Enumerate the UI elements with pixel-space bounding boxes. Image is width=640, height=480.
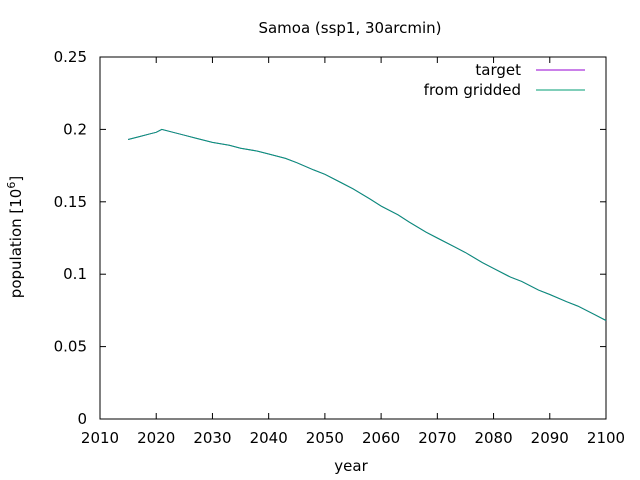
y-tick-label: 0.1 [63, 265, 87, 283]
series-line-1 [127, 128, 607, 321]
x-tick-label: 2060 [362, 429, 400, 447]
legend: target from gridded [424, 61, 585, 99]
x-tick-label: 2020 [137, 429, 175, 447]
series-line-0 [127, 128, 607, 321]
y-axis-label-close: ] [7, 176, 25, 182]
x-tick-label: 2050 [306, 429, 344, 447]
x-tick-label: 2100 [587, 429, 625, 447]
y-axis-label: population [106] [5, 176, 25, 298]
chart-title: Samoa (ssp1, 30arcmin) [258, 19, 441, 37]
x-tick-label: 2030 [193, 429, 231, 447]
y-axis-label-exponent: 6 [5, 182, 18, 189]
x-tick-label: 2040 [250, 429, 288, 447]
series-lines [127, 128, 607, 321]
y-axis-label-main: population [10 [7, 189, 25, 299]
x-tick-label: 2010 [81, 429, 119, 447]
x-tick-label: 2070 [418, 429, 456, 447]
plot-border [99, 56, 607, 420]
plot-frame [99, 56, 607, 420]
y-tick-label: 0 [77, 410, 87, 428]
y-tick-label: 0.05 [54, 338, 87, 356]
x-axis-label: year [334, 457, 368, 475]
y-tick-label: 0.15 [54, 193, 87, 211]
y-tick-label: 0.2 [63, 120, 87, 138]
legend-label: target [475, 61, 521, 79]
x-tick-label: 2080 [474, 429, 512, 447]
axis-ticks: 2010 2020 2030 2040 2050 2060 2070 2080 2090 2100… [54, 48, 626, 447]
legend-label: from gridded [424, 81, 521, 99]
y-tick-label: 0.25 [54, 48, 87, 66]
x-tick-label: 2090 [531, 429, 569, 447]
